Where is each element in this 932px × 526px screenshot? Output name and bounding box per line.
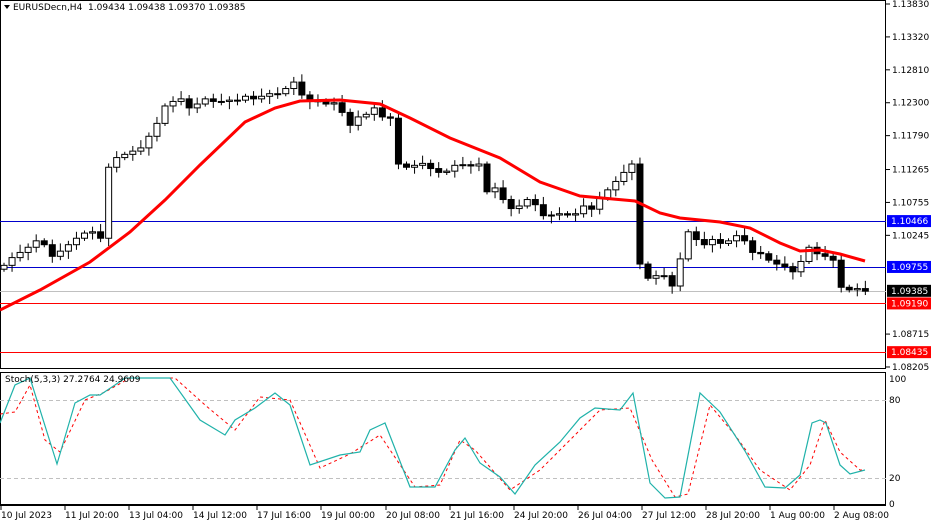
time-tick-label: 11 Jul 20:00 [65, 511, 119, 521]
stoch-indicator-label: Stoch(5,3,3) 27.2764 24.9609 [5, 375, 141, 385]
time-tick-label: 19 Jul 00:00 [321, 511, 375, 521]
candlesticks [0, 74, 869, 297]
time-tick-label: 28 Jul 20:00 [706, 511, 760, 521]
stoch-main-line [0, 377, 866, 499]
price-tick-label: 1.10245 [892, 231, 929, 241]
collapse-triangle-icon[interactable] [4, 5, 10, 9]
stoch-tick-label: 80 [889, 396, 901, 406]
time-tick-label: 21 Jul 16:00 [450, 511, 504, 521]
stoch-axis: 100 80 20 0 [889, 375, 906, 510]
price-tick-label: 1.13320 [892, 33, 929, 43]
moving-average-line [0, 98, 866, 312]
price-tick-label: 1.11265 [892, 166, 929, 176]
price-tick-label: 1.12810 [892, 66, 929, 76]
chart-title: EURUSDecn,H4 1.09434 1.09438 1.09370 1.0… [13, 3, 246, 13]
price-tick-label: 1.10755 [892, 198, 929, 208]
horizontal-levels[interactable] [0, 221, 886, 353]
price-panel[interactable] [0, 0, 886, 369]
price-label-current-price: 1.09385 [891, 287, 928, 297]
time-tick-label: 2 Aug 08:00 [834, 511, 889, 521]
time-tick-label: 13 Jul 04:00 [129, 511, 183, 521]
price-tick-label: 1.08715 [892, 330, 929, 340]
stochastic-panel[interactable] [0, 372, 886, 505]
time-tick-label: 17 Jul 16:00 [257, 511, 311, 521]
price-tick-label: 1.11790 [892, 132, 929, 142]
price-label-horizontal-line: 1.08435 [891, 348, 928, 358]
time-tick-label: 27 Jul 12:00 [642, 511, 696, 521]
time-tick-label: 10 Jul 2023 [1, 511, 52, 521]
time-tick-label: 14 Jul 12:00 [193, 511, 247, 521]
price-label-horizontal-line: 1.10466 [891, 217, 928, 227]
time-tick-label: 20 Jul 08:00 [386, 511, 440, 521]
price-tick-label: 1.12300 [892, 99, 929, 109]
stoch-tick-label: 100 [889, 375, 906, 385]
time-tick-label: 26 Jul 04:00 [578, 511, 632, 521]
price-tick-label: 1.13830 [892, 0, 929, 10]
price-label-horizontal-line: 1.09190 [891, 299, 928, 309]
time-axis: 10 Jul 2023 11 Jul 20:00 13 Jul 04:00 14 Ju… [0, 505, 889, 521]
stoch-tick-label: 20 [889, 474, 901, 484]
stoch-tick-label: 0 [889, 500, 895, 510]
price-axis: 1.13830 1.13320 1.12810 1.12300 1.11790 1.112… [886, 0, 931, 373]
price-label-horizontal-line: 1.09755 [891, 263, 928, 273]
price-tick-label: 1.08205 [892, 363, 929, 373]
time-tick-label: 1 Aug 00:00 [770, 511, 825, 521]
time-tick-label: 24 Jul 20:00 [514, 511, 568, 521]
